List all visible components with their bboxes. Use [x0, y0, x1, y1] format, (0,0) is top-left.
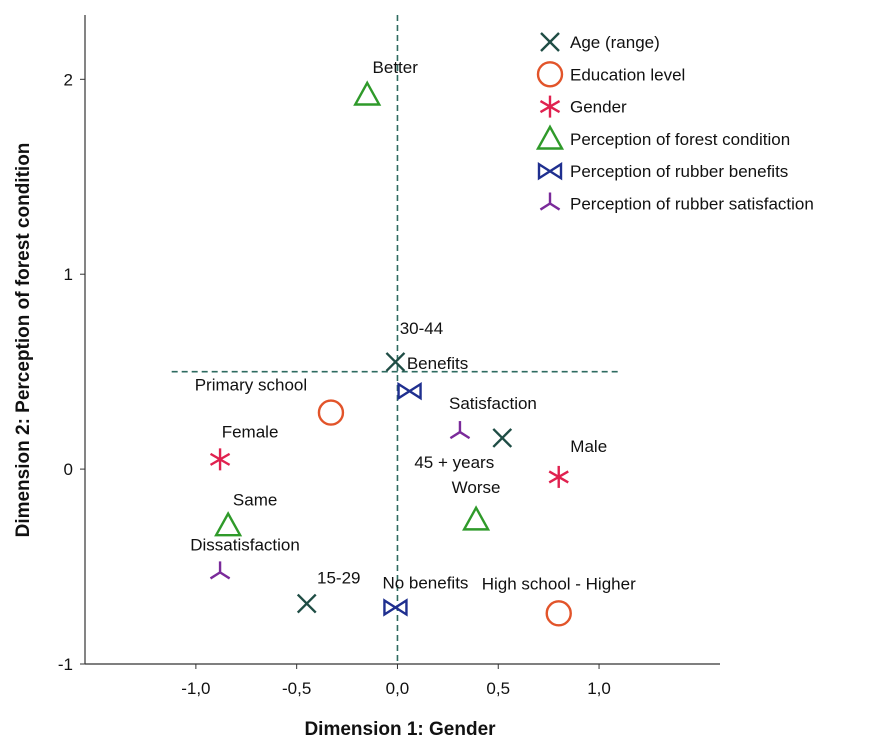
legend-entry: Age (range): [570, 33, 660, 52]
legend-entry: Perception of rubber benefits: [570, 162, 788, 181]
point-marker-15-29: [296, 593, 317, 614]
y-tick-label: 1: [64, 265, 73, 284]
point-marker-45-years: [492, 428, 513, 448]
y-tick-label: 2: [64, 70, 73, 89]
legend-entry: Perception of forest condition: [570, 130, 790, 149]
legend-entry: Perception of rubber satisfaction: [570, 195, 814, 214]
point-label: Male: [570, 437, 607, 456]
legend-marker: [537, 162, 563, 181]
point-label: Dissatisfaction: [190, 535, 300, 554]
legend-entry: Gender: [570, 98, 627, 117]
x-tick-label: 0,5: [486, 679, 510, 698]
point-marker-male: [548, 465, 569, 488]
point-marker-better: [353, 80, 382, 106]
point-label: No benefits: [382, 573, 468, 592]
legend-entry: Education level: [570, 65, 685, 84]
point-label: Satisfaction: [449, 394, 537, 413]
legend-marker: [539, 192, 561, 211]
x-tick-label: -1,0: [181, 679, 210, 698]
point-marker-satisfaction: [449, 421, 471, 440]
x-tick-label: 1,0: [587, 679, 611, 698]
y-tick-label: -1: [58, 655, 73, 674]
x-tick-label: -0,5: [282, 679, 311, 698]
point-marker-same: [214, 511, 243, 537]
y-axis-title: Dimension 2: Perception of forest condit…: [13, 143, 34, 538]
point-marker-dissatisfaction: [209, 561, 231, 580]
point-marker-worse: [462, 505, 491, 531]
point-marker-30-44: [385, 352, 406, 372]
legend-marker: [536, 61, 564, 88]
plot-frame: [84, 15, 720, 665]
legend-marker: [540, 32, 560, 52]
point-label: Female: [222, 422, 279, 441]
point-label: 30-44: [400, 319, 443, 338]
point-label: Same: [233, 491, 277, 510]
point-labels: 30-44 45 + years 15-29 Primary school High s…: [190, 58, 636, 593]
legend: Age (range) Education level Gender Percepti…: [535, 32, 814, 214]
point-marker-no-benefits: [383, 598, 408, 617]
point-label: Benefits: [407, 354, 468, 373]
point-marker-primary-school: [317, 399, 345, 426]
point-label: Primary school: [195, 376, 307, 395]
data-points: [209, 80, 572, 627]
point-label: 45 + years: [414, 453, 494, 472]
point-marker-benefits: [397, 381, 422, 401]
reference-lines: [171, 15, 620, 664]
point-label: 15-29: [317, 569, 360, 588]
point-label: Better: [373, 58, 419, 77]
point-marker-high-school-higher: [545, 600, 572, 627]
point-label: Worse: [452, 478, 501, 497]
point-label: High school - Higher: [482, 574, 636, 593]
y-tick-label: 0: [64, 460, 73, 479]
x-axis-title: Dimension 1: Gender: [304, 719, 496, 740]
point-marker-female: [209, 448, 231, 471]
legend-marker: [535, 124, 565, 150]
x-tick-label: 0,0: [386, 679, 410, 698]
axis-ticks: -1,0 -0,5 0,0 0,5 1,0 -1 0 1 2: [58, 70, 611, 698]
legend-marker: [539, 95, 561, 118]
